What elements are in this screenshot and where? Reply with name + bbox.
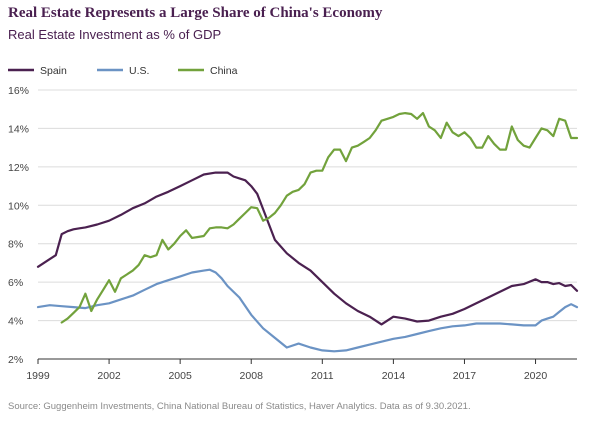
y-tick-label: 6% <box>8 277 23 289</box>
chart-subtitle: Real Estate Investment as % of GDP <box>8 27 222 42</box>
x-tick-label: 2005 <box>168 370 192 382</box>
series-line-china <box>60 112 579 324</box>
series-line-us <box>36 268 579 353</box>
y-tick-label: 4% <box>8 316 23 328</box>
y-tick-label: 14% <box>8 123 29 135</box>
source-note: Source: Guggenheim Investments, China Na… <box>8 401 471 412</box>
x-tick-label: 1999 <box>26 370 50 382</box>
chart-title: Real Estate Represents a Large Share of … <box>8 5 383 21</box>
series-line-spain <box>36 171 579 326</box>
x-tick-label: 2017 <box>453 370 477 382</box>
x-tick-label: 2011 <box>311 370 334 382</box>
y-tick-label: 8% <box>8 239 23 251</box>
x-tick-label: 2014 <box>382 370 406 382</box>
x-tick-label: 2002 <box>97 370 121 382</box>
x-tick-label: 2008 <box>240 370 264 382</box>
legend-label-spain: Spain <box>40 65 67 77</box>
x-tick-label: 2020 <box>524 370 548 382</box>
y-tick-label: 10% <box>8 200 29 212</box>
legend-label-china: China <box>210 65 238 77</box>
y-tick-label: 2% <box>8 354 23 366</box>
y-tick-label: 16% <box>8 85 29 97</box>
legend-label-us: U.S. <box>129 65 149 77</box>
y-tick-label: 12% <box>8 162 29 174</box>
